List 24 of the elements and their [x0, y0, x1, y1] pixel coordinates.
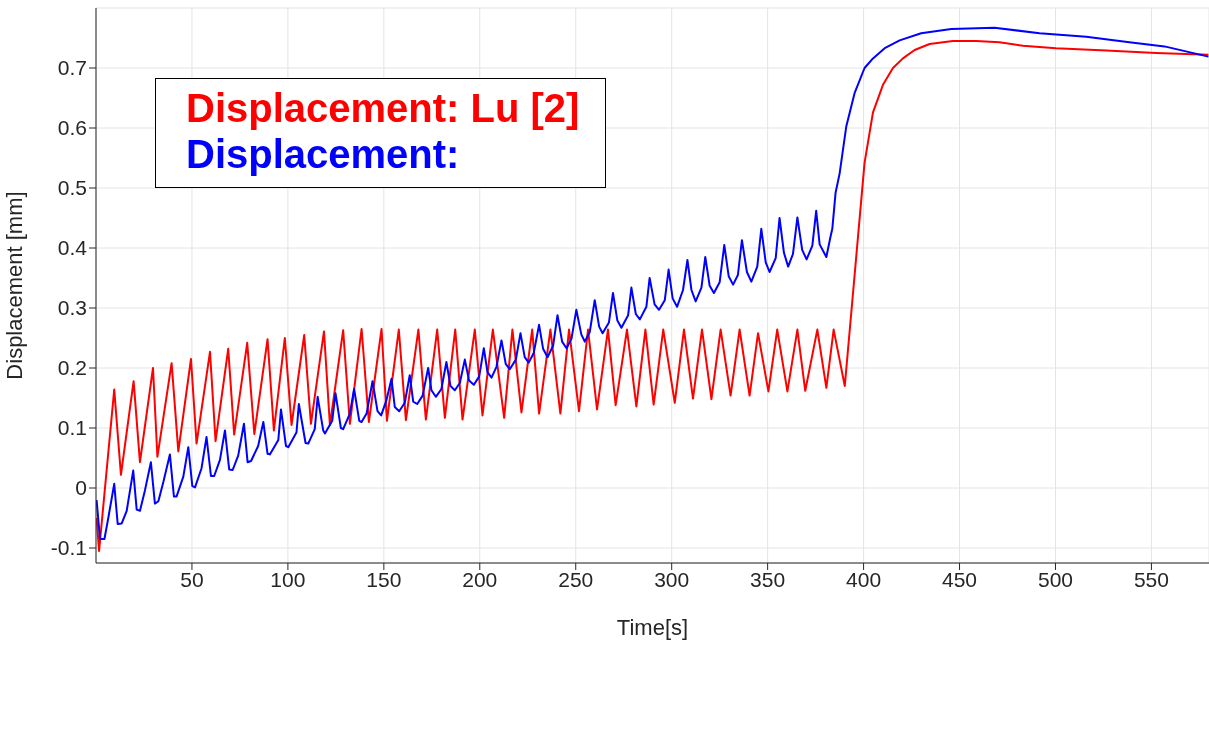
- x-tick-label: 450: [942, 567, 978, 591]
- y-tick-label: 0.6: [57, 116, 87, 140]
- y-tick-label: 0.2: [57, 356, 87, 380]
- x-tick-label: 250: [558, 567, 594, 591]
- x-axis-title: Time[s]: [616, 615, 689, 640]
- y-tick-label: 0.1: [57, 416, 87, 440]
- y-tick-label: 0.7: [57, 56, 87, 80]
- text: Displacement:: [186, 131, 461, 177]
- x-tick-label: 50: [180, 567, 204, 591]
- text: Displacement: Lu [2]: [186, 85, 580, 131]
- y-axis-title: Displacement [mm]: [1, 191, 27, 380]
- x-tick-label: 300: [654, 567, 690, 591]
- x-tick-label: 350: [750, 567, 786, 591]
- y-tick-label: -0.1: [50, 536, 87, 560]
- y-tick-label: 0.5: [57, 176, 87, 200]
- y-tick-label: 0.3: [57, 296, 87, 320]
- x-tick-label: 550: [1133, 567, 1169, 591]
- x-tick-label: 150: [366, 567, 402, 591]
- y-tick-label: 0.4: [57, 236, 88, 260]
- x-tick-label: 400: [846, 567, 882, 591]
- x-tick-label: 200: [462, 567, 498, 591]
- y-tick-label: 0: [75, 476, 87, 500]
- x-tick-label: 500: [1037, 567, 1074, 591]
- x-tick-label: 100: [270, 567, 306, 591]
